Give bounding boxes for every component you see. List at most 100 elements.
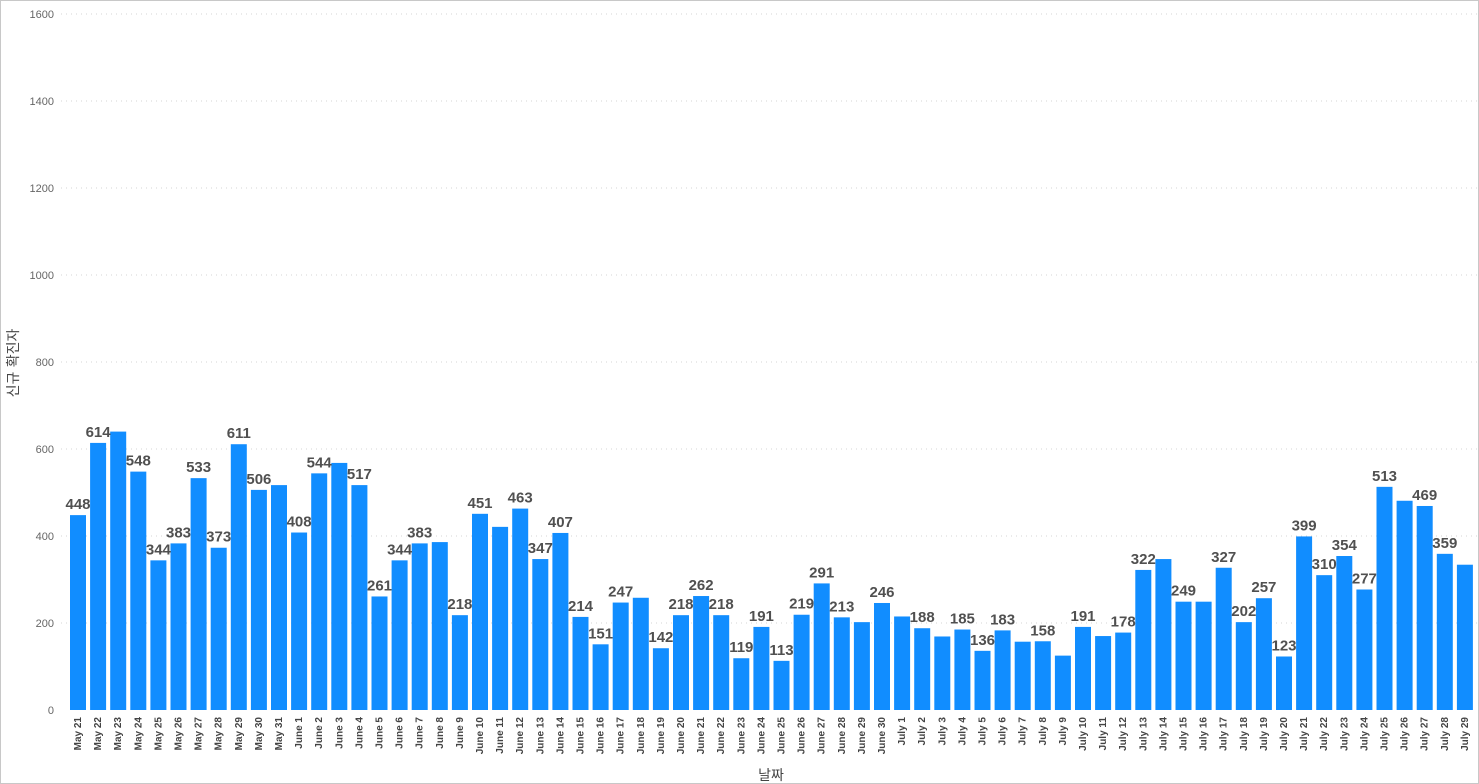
data-label: 354 <box>1332 537 1358 554</box>
bar <box>1296 536 1313 710</box>
bar <box>70 515 86 710</box>
data-label: 178 <box>1111 614 1136 631</box>
data-label: 399 <box>1292 517 1317 534</box>
data-label: 327 <box>1211 549 1236 566</box>
data-label: 249 <box>1171 583 1196 600</box>
bar <box>210 547 227 710</box>
data-label: 151 <box>588 625 613 642</box>
data-label: 246 <box>869 584 894 601</box>
bar <box>1155 559 1172 710</box>
bar <box>1316 575 1333 710</box>
x-tick-label: July 11 <box>1098 717 1109 751</box>
data-labels: 4486145483443835333736115064085445172613… <box>65 424 1457 659</box>
data-label: 185 <box>950 611 975 628</box>
bar <box>793 614 810 710</box>
bar <box>954 629 971 710</box>
data-label: 451 <box>467 495 492 512</box>
bar <box>1336 556 1353 710</box>
data-label: 188 <box>910 609 935 626</box>
x-tick-label: June 18 <box>636 717 647 755</box>
bar <box>351 485 368 710</box>
x-tick-label: July 25 <box>1380 717 1391 751</box>
data-label: 218 <box>668 596 693 613</box>
bar <box>813 583 830 710</box>
data-label: 347 <box>528 540 553 557</box>
x-tick-label: June 27 <box>817 717 828 755</box>
y-tick-label: 1000 <box>30 270 54 282</box>
data-label: 513 <box>1372 468 1397 485</box>
x-tick-label: June 14 <box>555 717 566 755</box>
x-tick-label: June 15 <box>576 717 587 755</box>
data-label: 448 <box>65 496 90 513</box>
x-tick-label: June 9 <box>455 717 466 749</box>
x-tick-label: May 31 <box>274 717 285 751</box>
bar <box>391 560 408 710</box>
x-tick-label: May 27 <box>194 717 205 751</box>
bar <box>652 648 669 710</box>
bar <box>110 431 127 710</box>
bar <box>632 597 649 710</box>
data-label: 544 <box>307 454 333 471</box>
x-tick-label: June 24 <box>756 717 767 755</box>
x-tick-label: June 3 <box>334 717 345 749</box>
y-axis-title: 신규 확진자 <box>6 328 22 397</box>
bar <box>934 636 951 710</box>
bar <box>1135 569 1152 710</box>
bar <box>1456 564 1473 710</box>
bar <box>1095 636 1112 710</box>
x-tick-label: June 25 <box>777 717 788 755</box>
x-tick-label: July 21 <box>1299 717 1310 751</box>
x-tick-label: July 29 <box>1460 717 1471 751</box>
x-tick-label: May 22 <box>93 717 104 751</box>
bar <box>190 478 207 710</box>
data-label: 158 <box>1030 622 1055 639</box>
bar <box>311 473 328 710</box>
data-label: 191 <box>1070 608 1095 625</box>
data-label: 469 <box>1412 487 1437 504</box>
x-tick-label: June 8 <box>435 717 446 749</box>
bar <box>451 615 468 710</box>
x-tick-label: June 12 <box>515 717 526 755</box>
data-label: 408 <box>287 514 312 531</box>
data-label: 344 <box>387 541 413 558</box>
x-tick-label: July 8 <box>1038 717 1049 746</box>
data-label: 517 <box>347 466 372 483</box>
data-label: 219 <box>789 596 814 613</box>
bar <box>552 532 569 710</box>
x-axis-title: 날짜 <box>758 768 784 783</box>
bar <box>492 526 509 710</box>
x-tick-label: June 4 <box>354 717 365 749</box>
bar <box>1235 622 1252 710</box>
bar <box>693 596 710 710</box>
bar <box>291 532 308 710</box>
data-label: 383 <box>166 524 191 541</box>
bar <box>170 543 187 710</box>
x-tick-label: June 16 <box>596 717 607 755</box>
data-label: 506 <box>246 471 271 488</box>
bar <box>833 617 850 710</box>
data-label: 183 <box>990 611 1015 628</box>
data-label: 463 <box>508 490 533 507</box>
data-label: 136 <box>970 632 995 649</box>
bar <box>974 650 991 710</box>
y-tick-label: 600 <box>36 444 54 456</box>
x-tick-label: July 24 <box>1359 717 1370 751</box>
x-tick-label: June 29 <box>857 717 868 755</box>
x-tick-label: July 1 <box>897 717 908 746</box>
bar <box>994 630 1011 710</box>
x-tick-label: July 9 <box>1058 717 1069 746</box>
data-label: 611 <box>227 425 251 442</box>
x-tick-label: June 21 <box>696 717 707 755</box>
bar <box>853 622 870 710</box>
x-tick-label: June 17 <box>616 717 627 755</box>
data-label: 119 <box>729 639 753 656</box>
data-label: 407 <box>548 514 573 531</box>
data-label: 123 <box>1271 637 1296 654</box>
bar <box>1075 626 1091 710</box>
x-tick-label: July 15 <box>1179 717 1190 751</box>
x-tick-label: July 23 <box>1339 717 1350 751</box>
x-tick-label: May 30 <box>254 717 265 751</box>
bar <box>130 471 147 710</box>
